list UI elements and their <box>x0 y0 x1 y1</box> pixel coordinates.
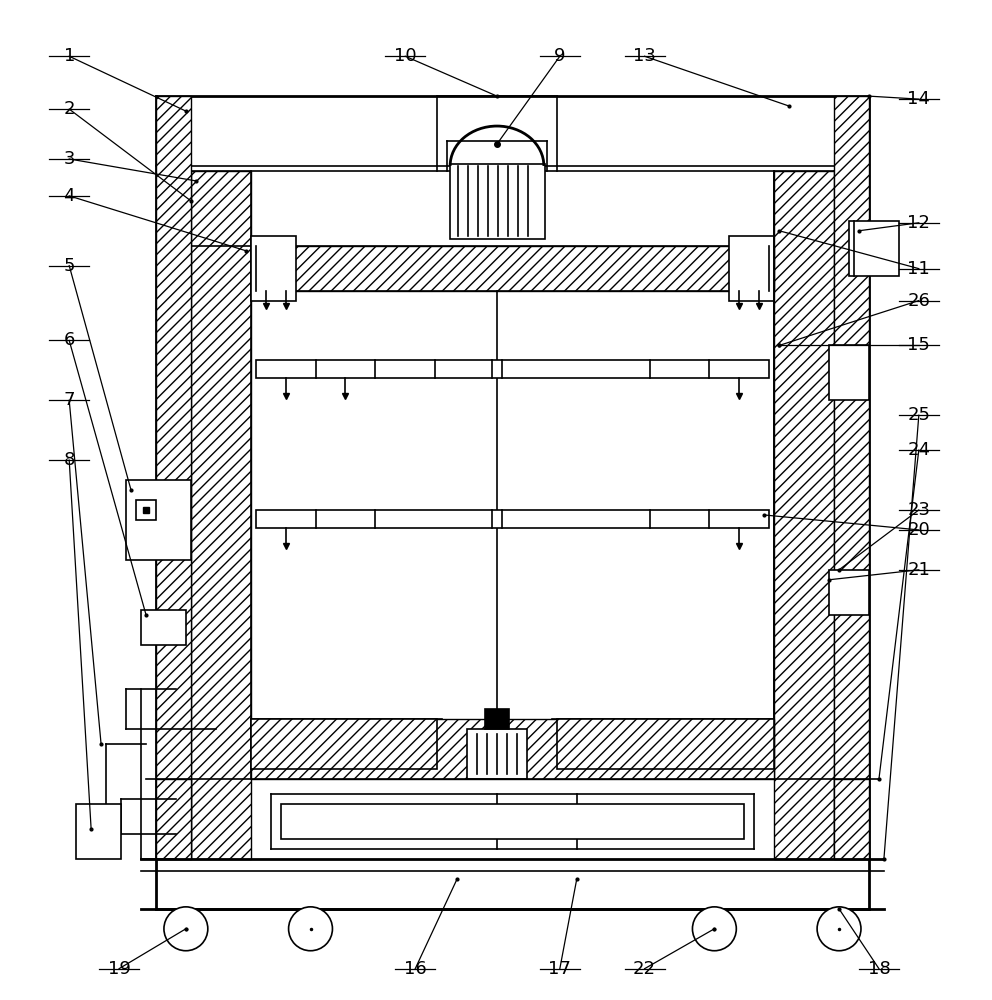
Circle shape <box>817 907 861 951</box>
Text: 16: 16 <box>404 960 427 978</box>
Polygon shape <box>251 719 442 779</box>
Bar <box>136 500 156 520</box>
Bar <box>450 164 545 239</box>
Text: 9: 9 <box>555 47 565 65</box>
Polygon shape <box>251 719 437 769</box>
Text: 12: 12 <box>908 214 930 232</box>
Bar <box>849 221 899 276</box>
Text: 1: 1 <box>63 47 74 65</box>
Text: 3: 3 <box>63 150 75 168</box>
Bar <box>251 719 774 779</box>
Text: 10: 10 <box>394 47 417 65</box>
Text: 11: 11 <box>908 260 930 278</box>
Bar <box>834 779 869 859</box>
Text: 23: 23 <box>908 501 930 519</box>
Text: 4: 4 <box>63 187 75 205</box>
Bar <box>251 246 774 291</box>
Text: 8: 8 <box>63 451 74 469</box>
Polygon shape <box>557 719 774 769</box>
Text: 18: 18 <box>868 960 890 978</box>
Bar <box>256 360 769 378</box>
Text: 2: 2 <box>63 100 75 118</box>
Bar <box>126 480 190 560</box>
Circle shape <box>289 907 332 951</box>
Polygon shape <box>552 719 774 779</box>
Text: 25: 25 <box>908 406 930 424</box>
Bar <box>251 236 296 301</box>
Bar <box>829 345 869 400</box>
Bar <box>774 171 834 859</box>
Bar <box>729 236 774 301</box>
Text: 21: 21 <box>908 561 930 579</box>
Bar <box>829 570 869 615</box>
Text: 5: 5 <box>63 257 75 275</box>
Bar <box>156 779 190 859</box>
Text: 6: 6 <box>63 331 74 349</box>
Text: 15: 15 <box>908 336 930 354</box>
Bar <box>156 96 190 859</box>
Bar <box>485 709 509 729</box>
Bar <box>190 171 251 859</box>
Text: 20: 20 <box>908 521 930 539</box>
Bar <box>834 96 869 859</box>
Bar <box>76 804 121 859</box>
Text: 22: 22 <box>633 960 656 978</box>
Circle shape <box>692 907 736 951</box>
Text: 26: 26 <box>908 292 930 310</box>
Text: 13: 13 <box>633 47 656 65</box>
Text: 14: 14 <box>908 90 930 108</box>
Text: 17: 17 <box>549 960 571 978</box>
Text: 19: 19 <box>107 960 131 978</box>
Bar <box>256 510 769 528</box>
Text: 24: 24 <box>908 441 930 459</box>
Bar <box>467 729 527 779</box>
Bar <box>141 610 186 645</box>
Circle shape <box>164 907 207 951</box>
Text: 7: 7 <box>63 391 75 409</box>
Bar <box>281 804 744 839</box>
